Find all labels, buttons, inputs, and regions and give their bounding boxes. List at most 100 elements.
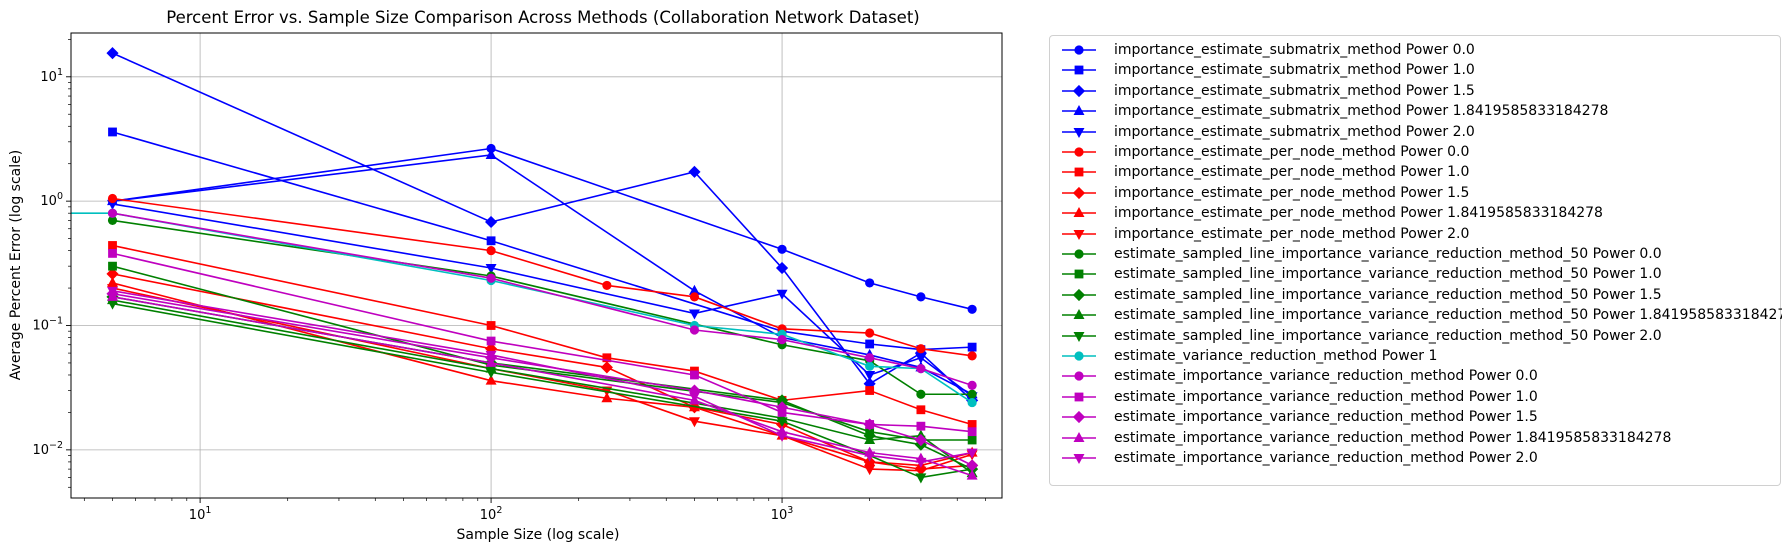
legend-swatch: [1062, 207, 1096, 218]
data-point: [864, 370, 876, 382]
data-point: [916, 344, 926, 354]
series-19-estimate-importance-variance-reduction-method-power-1-5: [106, 287, 979, 472]
legend-label: importance_estimate_submatrix_method Pow…: [1114, 103, 1609, 120]
x-tick-label: 101: [189, 505, 212, 523]
legend-label: estimate_variance_reduction_method Power…: [1114, 348, 1438, 364]
legend-swatch: [1062, 167, 1096, 177]
legend-marker: [1074, 351, 1084, 361]
legend-label: importance_estimate_per_node_method Powe…: [1114, 184, 1470, 201]
data-point: [108, 249, 117, 258]
legend-item: estimate_importance_variance_reduction_m…: [1060, 387, 1538, 407]
legend-item: importance_estimate_submatrix_method Pow…: [1060, 122, 1475, 142]
data-point: [865, 278, 875, 288]
legend-item: estimate_sampled_line_importance_varianc…: [1060, 244, 1662, 264]
data-point: [777, 335, 787, 345]
data-point: [967, 342, 977, 352]
series-line: [71, 212, 973, 404]
legend-item: estimate_importance_variance_reduction_m…: [1060, 428, 1671, 448]
series-line: [112, 147, 973, 311]
data-point: [106, 47, 119, 60]
y-axis-ticks: 10−2 10−1 100 101: [32, 39, 71, 488]
series-line: [112, 282, 973, 467]
legend-item: importance_estimate_submatrix_method Pow…: [1060, 101, 1608, 121]
data-point: [485, 215, 498, 229]
data-point: [864, 451, 876, 462]
legend-marker: [1073, 309, 1085, 320]
data-point: [915, 473, 927, 484]
legend-item: importance_estimate_per_node_method Powe…: [1060, 183, 1469, 203]
series-14-estimate-sampled-line-importance-variance-reduction-method-50-power-1-8419585833184278: [107, 294, 978, 478]
data-point: [863, 418, 876, 431]
data-point: [485, 263, 497, 275]
data-point: [916, 389, 926, 399]
legend-swatch: [1062, 351, 1096, 361]
data-point: [486, 236, 496, 246]
legend-marker: [1073, 431, 1085, 442]
series-line: [112, 197, 973, 357]
legend-item: importance_estimate_submatrix_method Pow…: [1060, 40, 1475, 60]
data-point: [914, 433, 927, 447]
legend-swatch: [1062, 392, 1096, 402]
data-point: [108, 261, 117, 271]
legend-swatch: [1062, 454, 1096, 465]
data-point: [601, 392, 613, 403]
data-point: [865, 328, 875, 338]
data-point: [485, 148, 497, 160]
data-point: [486, 273, 496, 283]
data-point: [915, 353, 927, 364]
legend-label: estimate_sampled_line_importance_varianc…: [1114, 307, 1782, 324]
legend-label: importance_estimate_submatrix_method Pow…: [1114, 62, 1475, 79]
data-point: [486, 336, 496, 346]
series-line: [112, 154, 973, 395]
data-point: [967, 304, 977, 314]
plot-frame: [70, 32, 1003, 499]
legend-swatch: [1062, 147, 1096, 157]
legend-swatch: [1062, 127, 1096, 138]
legend-swatch: [1062, 431, 1096, 442]
legend-label: importance_estimate_per_node_method Powe…: [1114, 225, 1470, 242]
legend-label: importance_estimate_per_node_method Powe…: [1114, 144, 1470, 160]
data-point: [967, 351, 977, 361]
chart-title: Percent Error vs. Sample Size Comparison…: [166, 8, 920, 27]
data-point: [865, 361, 875, 371]
data-point: [486, 321, 496, 330]
data-point: [916, 421, 926, 431]
legend-label: estimate_sampled_line_importance_varianc…: [1114, 266, 1662, 283]
y-tick-label: 101: [40, 67, 63, 85]
legend-item: importance_estimate_submatrix_method Pow…: [1060, 60, 1475, 80]
legend-label: estimate_sampled_line_importance_varianc…: [1114, 327, 1662, 344]
data-point: [967, 380, 977, 390]
legend-marker: [1072, 411, 1086, 424]
legend-swatch: [1062, 288, 1096, 301]
legend-swatch: [1062, 105, 1096, 116]
series-2-importance-estimate-submatrix-method-power-1-0: [108, 127, 977, 354]
series-6-importance-estimate-per-node-method-power-0-0: [107, 193, 977, 361]
data-point: [967, 435, 977, 445]
series-21-estimate-importance-variance-reduction-method-power-2-0: [107, 286, 978, 468]
y-tick-label: 10−1: [32, 315, 63, 333]
legend-label: estimate_sampled_line_importance_varianc…: [1114, 246, 1662, 262]
legend-marker: [1073, 331, 1085, 342]
data-point: [775, 401, 789, 414]
data-point: [776, 417, 788, 428]
data-point: [600, 361, 613, 374]
data-point: [485, 374, 497, 385]
legend-item: estimate_variance_reduction_method Power…: [1060, 346, 1437, 366]
legend-swatch: [1062, 65, 1096, 75]
data-point: [485, 368, 497, 379]
data-point: [688, 165, 701, 178]
legend-marker: [1074, 269, 1084, 279]
data-point: [107, 193, 118, 204]
data-point: [776, 289, 788, 300]
data-point: [688, 392, 700, 403]
legend-marker: [1074, 147, 1084, 157]
legend-item: estimate_sampled_line_importance_varianc…: [1060, 305, 1782, 325]
legend-swatch: [1062, 371, 1096, 381]
legend-marker: [1074, 167, 1084, 177]
legend-label: estimate_sampled_line_importance_varianc…: [1114, 286, 1662, 303]
data-point: [690, 370, 699, 380]
x-tick-label: 102: [480, 505, 503, 523]
series-line: [112, 302, 973, 479]
data-point: [865, 353, 875, 363]
